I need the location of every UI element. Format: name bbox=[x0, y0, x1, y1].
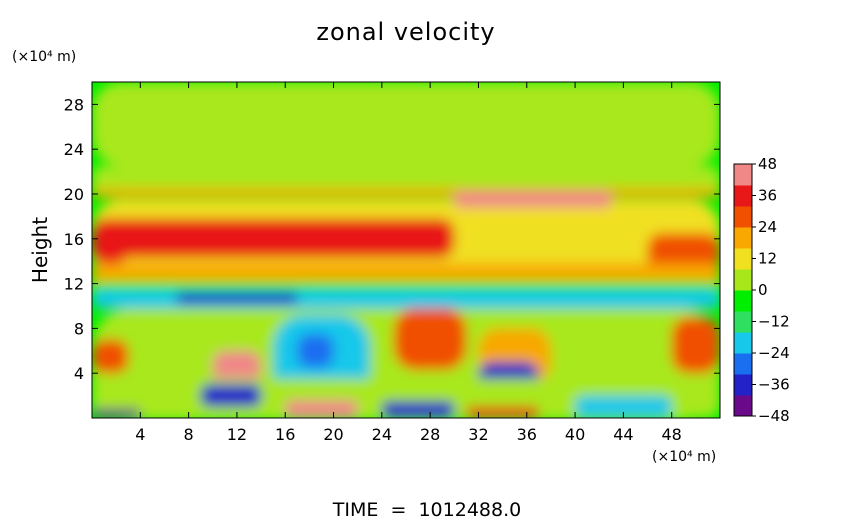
colorbar-tick-label: −24 bbox=[758, 344, 790, 362]
y-tick-label: 4 bbox=[74, 364, 84, 383]
heatmap-region bbox=[92, 218, 455, 258]
y-tick-label: 16 bbox=[64, 230, 84, 249]
colorbar-swatch bbox=[734, 248, 752, 270]
heatmap-region bbox=[454, 191, 612, 208]
colorbar-tick-label: 36 bbox=[758, 187, 777, 205]
colorbar-swatch bbox=[734, 164, 752, 186]
colorbar-swatch bbox=[734, 311, 752, 333]
y-axis-unit: (×10⁴ m) bbox=[12, 49, 76, 65]
colorbar-swatch bbox=[734, 206, 752, 228]
time-footer: TIME = 1012488.0 bbox=[332, 499, 521, 519]
heatmap-region bbox=[176, 292, 298, 304]
x-tick-label: 44 bbox=[613, 425, 633, 444]
colorbar-tick-label: −48 bbox=[758, 407, 790, 425]
y-axis: 4 8 12 16 20 24 28 bbox=[64, 95, 720, 383]
heatmap-region bbox=[92, 409, 141, 418]
heatmap-region bbox=[466, 406, 539, 418]
colorbar-swatch bbox=[734, 227, 752, 249]
heatmap-region bbox=[212, 350, 262, 385]
x-tick-label: 4 bbox=[135, 425, 145, 444]
heatmap-region bbox=[381, 401, 455, 418]
heatmap-region bbox=[575, 395, 672, 418]
heatmap-region bbox=[92, 188, 720, 198]
colorbar-tick-label: 12 bbox=[758, 250, 777, 268]
heatmap-region bbox=[92, 82, 720, 166]
colorbar-swatch bbox=[734, 290, 752, 312]
colorbar-tick-label: 0 bbox=[758, 281, 768, 299]
colorbar-swatch bbox=[734, 374, 752, 396]
colorbar-tick-label: −12 bbox=[758, 313, 790, 331]
colorbar bbox=[733, 163, 753, 417]
colorbar-swatch bbox=[734, 269, 752, 291]
x-axis: 4 8 12 16 20 24 28 32 36 40 44 48 bbox=[135, 82, 682, 444]
plot-frame bbox=[91, 81, 721, 419]
colorbar-swatch bbox=[734, 353, 752, 375]
heatmap-region bbox=[297, 334, 334, 368]
heatmap-region bbox=[393, 308, 467, 370]
colorbar-tick-label: −36 bbox=[758, 376, 790, 394]
heatmap-region bbox=[92, 339, 129, 374]
x-tick-label: 16 bbox=[275, 425, 295, 444]
x-tick-label: 48 bbox=[662, 425, 682, 444]
y-tick-label: 28 bbox=[64, 95, 84, 114]
y-axis-label: Height bbox=[28, 217, 52, 283]
heatmap-region bbox=[200, 384, 262, 407]
x-tick-label: 20 bbox=[323, 425, 343, 444]
y-tick-label: 8 bbox=[74, 319, 84, 338]
colorbar-swatch bbox=[734, 395, 752, 417]
chart-title: zonal velocity bbox=[316, 18, 495, 46]
x-tick-label: 28 bbox=[420, 425, 440, 444]
x-tick-label: 24 bbox=[372, 425, 392, 444]
y-tick-label: 24 bbox=[64, 140, 84, 159]
y-tick-label: 20 bbox=[64, 185, 84, 204]
x-axis-unit: (×10⁴ m) bbox=[652, 449, 716, 465]
colorbar-swatch bbox=[734, 185, 752, 207]
heatmap-region bbox=[92, 229, 129, 264]
colorbar-tick-label: 48 bbox=[758, 155, 777, 173]
heatmap-region bbox=[671, 317, 720, 374]
colorbar-ticks: 48 36 24 12 0 −12 −24 −36 −48 bbox=[752, 155, 790, 425]
heatmap bbox=[92, 82, 720, 418]
heatmap-region bbox=[92, 166, 720, 194]
colorbar-tick-label: 24 bbox=[758, 218, 777, 236]
x-tick-label: 32 bbox=[468, 425, 488, 444]
x-tick-label: 40 bbox=[565, 425, 585, 444]
x-tick-label: 12 bbox=[227, 425, 247, 444]
x-tick-label: 36 bbox=[517, 425, 537, 444]
y-tick-label: 12 bbox=[64, 275, 84, 294]
x-tick-label: 8 bbox=[184, 425, 194, 444]
colorbar-swatch bbox=[734, 332, 752, 354]
heatmap-region bbox=[285, 400, 358, 418]
heatmap-region bbox=[647, 233, 720, 273]
